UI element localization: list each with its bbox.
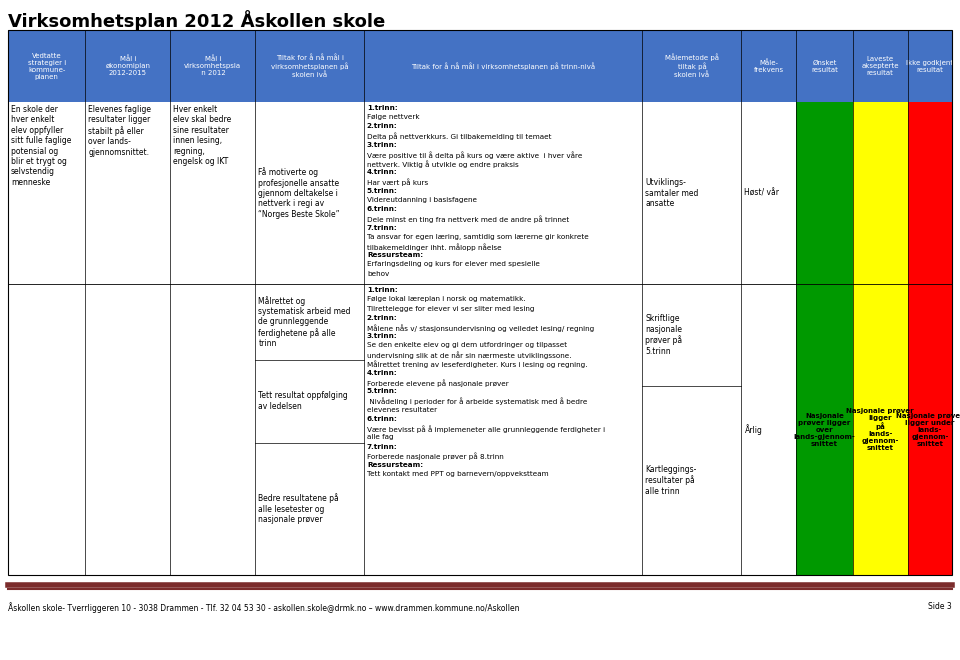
Text: Åskollen skole- Tverrliggeren 10 - 3038 Drammen - Tlf. 32 04 53 30 - askollen.sk: Åskollen skole- Tverrliggeren 10 - 3038 … [8,602,519,613]
Text: Tett kontakt med PPT og barnevern/oppvekstteam: Tett kontakt med PPT og barnevern/oppvek… [367,471,548,477]
Text: Hver enkelt
elev skal bedre
sine resultater
innen lesing,
regning,
engelsk og IK: Hver enkelt elev skal bedre sine resulta… [174,105,231,166]
Text: Mål i
virksomhetspsla
 n 2012: Mål i virksomhetspsla n 2012 [184,55,241,77]
Text: Tiltak for å nå mål i virksomhetsplanen på trinn-nivå: Tiltak for å nå mål i virksomhetsplanen … [411,62,595,70]
Text: undervisning slik at de når sin nærmeste utviklingssone.: undervisning slik at de når sin nærmeste… [367,352,571,359]
Bar [8,30,952,575]
Text: Se den enkelte elev og gi dem utfordringer og tilpasset: Se den enkelte elev og gi dem utfordring… [367,343,567,348]
Text: 7.trinn:: 7.trinn: [367,444,397,449]
Bar [796,284,852,575]
Bar [907,102,952,284]
Text: 1.trinn:: 1.trinn: [367,287,397,293]
Text: Målene nås v/ stasjonsundervisning og veiledet lesing/ regning: Målene nås v/ stasjonsundervisning og ve… [367,324,594,331]
Text: 5.trinn:: 5.trinn: [367,388,397,394]
Text: Ikke godkjent
resultat: Ikke godkjent resultat [906,59,953,73]
Text: elevenes resultater: elevenes resultater [367,407,437,412]
Text: Tett resultat oppfølging
av ledelsen: Tett resultat oppfølging av ledelsen [258,391,348,411]
Text: Bedre resultatene på
alle lesetester og
nasjonale prøver: Bedre resultatene på alle lesetester og … [258,494,339,524]
Text: Videreutdanning i basisfagene: Videreutdanning i basisfagene [367,197,477,203]
Text: 3.trinn:: 3.trinn: [367,333,397,339]
Text: behov: behov [367,271,389,277]
Text: Har vært på kurs: Har vært på kurs [367,179,428,186]
Text: 4.trinn:: 4.trinn: [367,370,397,376]
Text: Skriftlige
nasjonale
prøver på
5.trinn: Skriftlige nasjonale prøver på 5.trinn [645,314,683,356]
Text: Mål i
økonomiplan
2012-2015: Mål i økonomiplan 2012-2015 [106,55,151,77]
Text: 4.trinn:: 4.trinn: [367,170,397,176]
Text: Kartleggings-
resultater på
alle trinn: Kartleggings- resultater på alle trinn [645,465,697,496]
Text: Få motiverte og
profesjonelle ansatte
gjennom deltakelse i
nettverk i regi av
“N: Få motiverte og profesjonelle ansatte gj… [258,168,340,219]
Bar [8,30,952,102]
Text: nettverk. Viktig å utvikle og endre praksis: nettverk. Viktig å utvikle og endre prak… [367,160,518,168]
Bar [852,102,907,284]
Text: 2.trinn:: 2.trinn: [367,315,397,321]
Text: Ta ansvar for egen læring, samtidig som lærerne gir konkrete: Ta ansvar for egen læring, samtidig som … [367,234,588,240]
Text: Nasjonale
prøver ligger
over
lands-gjennom-
snittet: Nasjonale prøver ligger over lands-gjenn… [794,412,855,447]
Text: Nasjonale prøver
ligger under
lands-
gjennom-
snittet: Nasjonale prøver ligger under lands- gje… [896,412,960,447]
Text: Være positive til å delta på kurs og være aktive  i hver våre: Være positive til å delta på kurs og vær… [367,151,583,158]
Text: Ønsket
resultat: Ønsket resultat [811,59,838,73]
Text: Side 3: Side 3 [928,602,952,611]
Text: 6.trinn:: 6.trinn: [367,206,397,213]
Text: Dele minst en ting fra nettverk med de andre på trinnet: Dele minst en ting fra nettverk med de a… [367,215,569,223]
Text: Laveste
aksepterte
resultat: Laveste aksepterte resultat [861,56,899,76]
Text: Målemetode på
tiltak på
skolen ivå: Målemetode på tiltak på skolen ivå [665,53,719,79]
Bar [852,284,907,575]
Text: Følge nettverk: Følge nettverk [367,114,420,120]
Text: Måle-
frekvens: Måle- frekvens [754,59,784,73]
Bar [796,102,852,284]
Text: Målrettet trening av leseferdigheter. Kurs i lesing og regning.: Målrettet trening av leseferdigheter. Ku… [367,361,588,368]
Text: 6.trinn:: 6.trinn: [367,416,397,422]
Text: Vedtatte
strategier i
kommune-
planen: Vedtatte strategier i kommune- planen [28,53,66,79]
Text: En skole der
hver enkelt
elev oppfyller
sitt fulle faglige
potensial og
blir et : En skole der hver enkelt elev oppfyller … [11,105,71,187]
Text: Erfaringsdeling og kurs for elever med spesielle: Erfaringsdeling og kurs for elever med s… [367,261,540,267]
Bar [907,284,952,575]
Text: Delta på nettverkkurs. Gi tilbakemelding til temaet: Delta på nettverkkurs. Gi tilbakemelding… [367,133,551,141]
Text: Følge lokal læreplan i norsk og matematikk.: Følge lokal læreplan i norsk og matemati… [367,296,525,302]
Text: Ressursteam:: Ressursteam: [367,252,423,258]
Text: Nivådeling i perioder for å arbeide systematisk med å bedre: Nivådeling i perioder for å arbeide syst… [367,397,588,405]
Text: Være bevisst på å implemeneter alle grunnleggende ferdigheter i: Være bevisst på å implemeneter alle grun… [367,425,605,433]
Text: Forberede nasjonale prøver på 8.trinn: Forberede nasjonale prøver på 8.trinn [367,453,504,461]
Text: Tiltak for å nå mål i
virksomhetsplanen på
skolen ivå: Tiltak for å nå mål i virksomhetsplanen … [271,54,348,78]
Text: Høst/ vår: Høst/ vår [745,189,780,197]
Text: Forberede elevene på nasjonale prøver: Forberede elevene på nasjonale prøver [367,379,509,387]
Text: Målrettet og
systematisk arbeid med
de grunnleggende
ferdighetene på alle
trinn: Målrettet og systematisk arbeid med de g… [258,296,350,348]
Text: 3.trinn:: 3.trinn: [367,142,397,148]
Text: Årlig: Årlig [745,424,762,435]
Text: tilbakemeldinger ihht. målopp nåelse: tilbakemeldinger ihht. målopp nåelse [367,243,501,251]
Text: 7.trinn:: 7.trinn: [367,224,397,230]
Text: Tilrettelegge for elever vi ser sliter med lesing: Tilrettelegge for elever vi ser sliter m… [367,306,535,312]
Text: 2.trinn:: 2.trinn: [367,123,397,129]
Text: 1.trinn:: 1.trinn: [367,105,397,111]
Text: Elevenes faglige
resultater ligger
stabilt på eller
over lands-
gjennomsnittet.: Elevenes faglige resultater ligger stabi… [88,105,152,156]
Text: alle fag: alle fag [367,434,394,440]
Text: 5.trinn:: 5.trinn: [367,188,397,194]
Text: Ressursteam:: Ressursteam: [367,462,423,468]
Text: Utviklings-
samtaler med
ansatte: Utviklings- samtaler med ansatte [645,178,699,208]
Text: Nasjonale prøver
ligger
på
lands-
gjennom-
snittet: Nasjonale prøver ligger på lands- gjenno… [847,408,914,451]
Text: Virksomhetsplan 2012 Åskollen skole: Virksomhetsplan 2012 Åskollen skole [8,10,385,31]
